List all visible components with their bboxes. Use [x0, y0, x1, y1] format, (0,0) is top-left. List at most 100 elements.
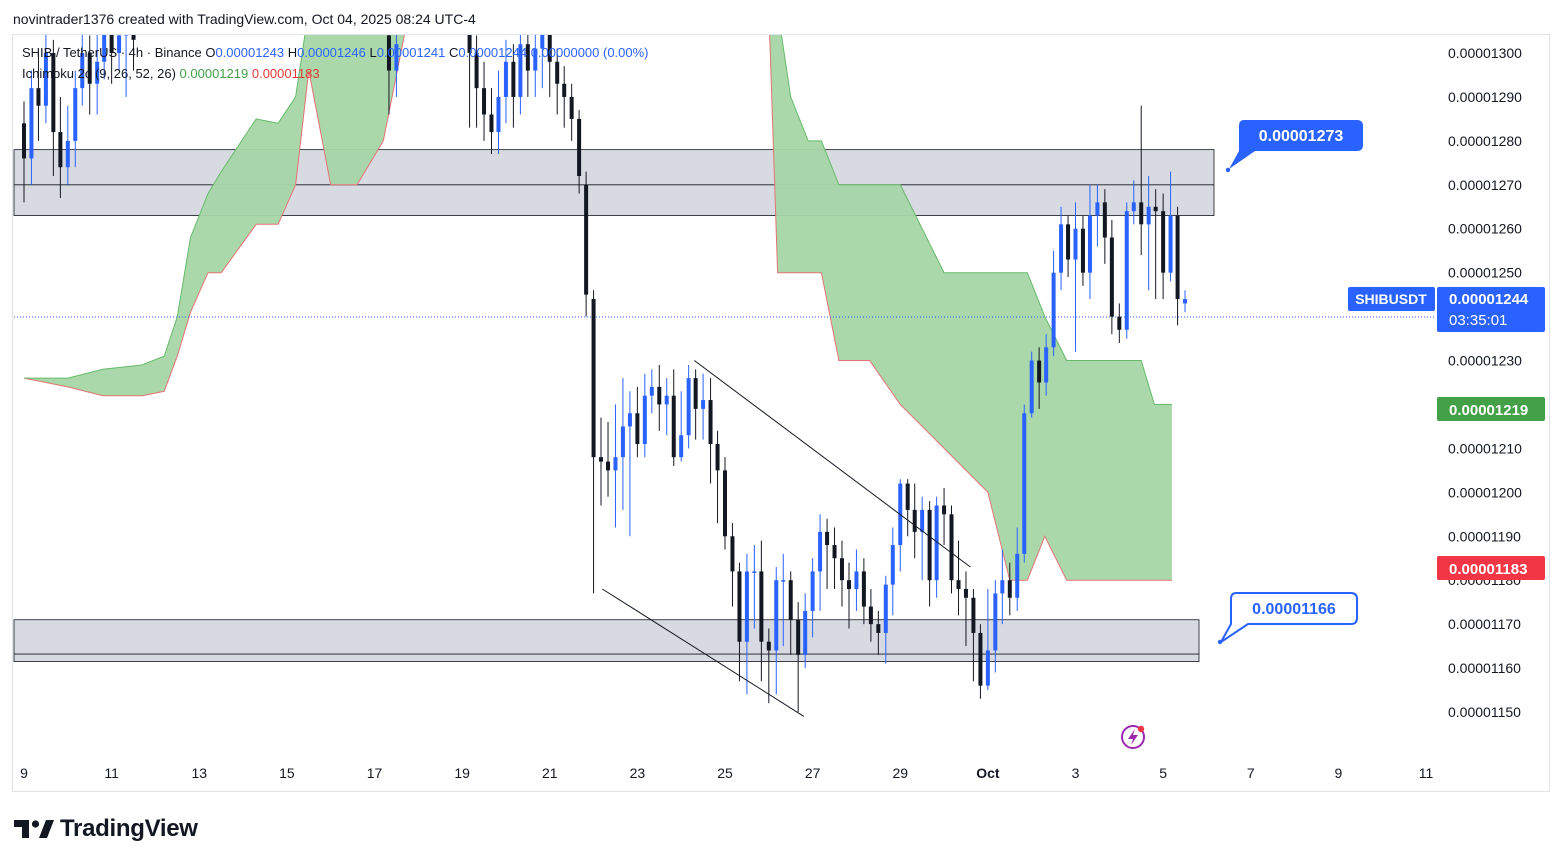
- candle[interactable]: [898, 479, 903, 572]
- candle[interactable]: [671, 369, 676, 466]
- trendline-2[interactable]: [602, 588, 805, 717]
- candle[interactable]: [737, 562, 742, 682]
- candle[interactable]: [496, 70, 501, 155]
- candle[interactable]: [803, 593, 808, 669]
- candle[interactable]: [927, 501, 932, 607]
- candle[interactable]: [810, 558, 815, 638]
- chart-frame[interactable]: [12, 34, 1550, 792]
- candle[interactable]: [124, 13, 129, 97]
- candle[interactable]: [1139, 105, 1144, 256]
- candle[interactable]: [1153, 189, 1158, 300]
- span-a-tag[interactable]: 0.00001219: [1437, 397, 1545, 421]
- candle[interactable]: [525, 22, 530, 97]
- candle[interactable]: [1059, 206, 1064, 291]
- candle[interactable]: [905, 479, 910, 537]
- candle[interactable]: [664, 378, 669, 436]
- candle[interactable]: [920, 496, 925, 581]
- candle[interactable]: [569, 83, 574, 141]
- ichimoku-cloud-2[interactable]: [769, 9, 1172, 581]
- candle[interactable]: [1131, 180, 1136, 225]
- candle[interactable]: [752, 545, 757, 629]
- candle[interactable]: [832, 527, 837, 589]
- candle[interactable]: [744, 553, 749, 695]
- candle[interactable]: [949, 505, 954, 594]
- candle[interactable]: [642, 373, 647, 458]
- tradingview-logo[interactable]: TradingView: [14, 815, 198, 843]
- resistance-zone[interactable]: [13, 149, 1215, 216]
- candle[interactable]: [1000, 549, 1005, 625]
- candle[interactable]: [825, 518, 830, 589]
- candle[interactable]: [87, 35, 92, 115]
- candle[interactable]: [1175, 206, 1180, 326]
- candle[interactable]: [489, 88, 494, 155]
- candle[interactable]: [606, 422, 611, 497]
- candle[interactable]: [584, 171, 589, 317]
- candle[interactable]: [730, 523, 735, 607]
- candle[interactable]: [518, 27, 523, 115]
- candle[interactable]: [503, 39, 508, 124]
- candle[interactable]: [846, 562, 851, 629]
- span-b-tag[interactable]: 0.00001183: [1437, 556, 1545, 580]
- candle[interactable]: [978, 624, 983, 699]
- candle[interactable]: [394, 22, 399, 97]
- candle[interactable]: [963, 571, 968, 647]
- ichimoku-cloud-1[interactable]: [24, 9, 410, 396]
- candle[interactable]: [540, 13, 545, 89]
- candle[interactable]: [890, 527, 895, 616]
- candle[interactable]: [22, 101, 26, 203]
- candle[interactable]: [701, 373, 706, 440]
- candle[interactable]: [577, 110, 582, 194]
- lightning-icon[interactable]: [1121, 725, 1145, 749]
- candle[interactable]: [693, 369, 698, 440]
- candle[interactable]: [956, 540, 961, 616]
- candle[interactable]: [942, 487, 947, 546]
- candle[interactable]: [796, 602, 801, 712]
- candle[interactable]: [1080, 215, 1085, 286]
- candle[interactable]: [95, 31, 100, 115]
- candle[interactable]: [591, 290, 596, 594]
- candle[interactable]: [51, 39, 56, 177]
- candle[interactable]: [708, 378, 713, 484]
- candle[interactable]: [1037, 347, 1042, 409]
- support-zone[interactable]: [13, 619, 1200, 662]
- candle[interactable]: [1073, 202, 1078, 352]
- candle[interactable]: [766, 628, 771, 704]
- candle[interactable]: [562, 66, 567, 128]
- candle[interactable]: [868, 588, 873, 642]
- candle[interactable]: [657, 364, 662, 431]
- candle[interactable]: [1183, 290, 1188, 313]
- candle[interactable]: [1124, 202, 1129, 339]
- candle[interactable]: [985, 588, 990, 691]
- candle[interactable]: [36, 53, 41, 141]
- candle[interactable]: [599, 417, 604, 506]
- candle[interactable]: [1029, 351, 1034, 418]
- candle[interactable]: [649, 369, 654, 414]
- trendline-1[interactable]: [694, 360, 971, 568]
- candle[interactable]: [117, 18, 122, 71]
- indicator-legend[interactable]: Ichimoku 2c (9, 26, 52, 26) 0.00001219 0…: [22, 66, 320, 81]
- candle[interactable]: [80, 27, 85, 106]
- indicator-name[interactable]: Ichimoku 2c (9, 26, 52, 26): [22, 66, 176, 81]
- candle[interactable]: [971, 588, 976, 682]
- candle[interactable]: [679, 391, 684, 462]
- candle[interactable]: [533, 27, 538, 97]
- candle[interactable]: [854, 549, 859, 611]
- candle[interactable]: [474, 35, 479, 128]
- candle[interactable]: [715, 430, 720, 524]
- candle[interactable]: [1044, 334, 1049, 396]
- symbol-legend[interactable]: SHIB / TetherUS · 4h · Binance O0.000012…: [22, 45, 649, 60]
- candle[interactable]: [1146, 176, 1151, 291]
- candle[interactable]: [29, 70, 34, 185]
- candle[interactable]: [620, 378, 625, 510]
- candle[interactable]: [1007, 562, 1012, 616]
- symbol-name[interactable]: SHIB / TetherUS · 4h · Binance: [22, 45, 202, 60]
- candle[interactable]: [511, 44, 516, 128]
- candle[interactable]: [723, 457, 727, 550]
- candle[interactable]: [774, 567, 779, 695]
- candle[interactable]: [65, 105, 70, 185]
- candle[interactable]: [109, 13, 114, 84]
- candle[interactable]: [876, 610, 881, 655]
- candle[interactable]: [818, 514, 823, 611]
- candle[interactable]: [759, 540, 764, 682]
